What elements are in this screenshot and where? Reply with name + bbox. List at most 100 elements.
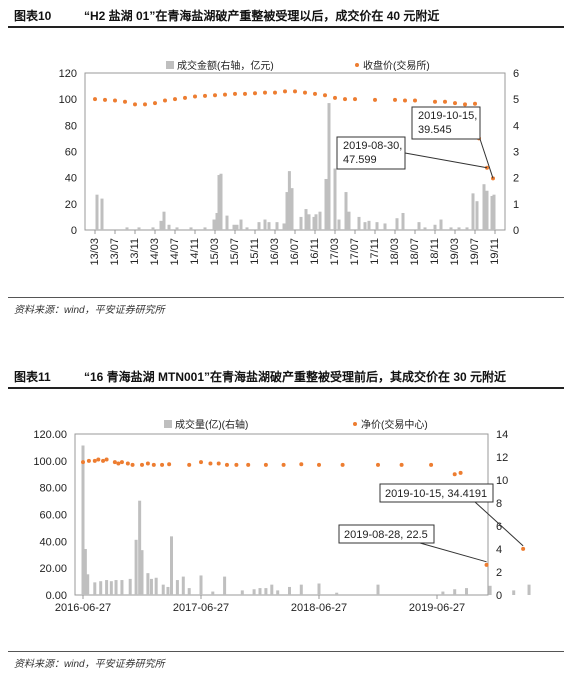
price-point [473,101,477,106]
volume-bar [166,586,170,595]
y-right-tick-label: 2 [496,567,502,579]
volume-bar [100,198,104,230]
price-point [96,457,101,462]
x-tick-label: 17/07 [349,238,361,266]
annotation-value: 39.545 [418,124,452,136]
volume-bar [449,227,453,230]
price-point [130,462,135,467]
price-point [101,458,106,463]
price-point [293,89,297,94]
volume-bar [475,201,479,230]
price-point [160,462,165,467]
figure-11-title: 图表11 “16 青海盐湖 MTN001”在青海盐湖破产重整被受理前后，其成交价在… [14,368,506,385]
y-right-tick-label: 8 [496,498,502,510]
price-point [281,462,286,467]
volume-bar [276,590,280,595]
chart-2: 0.00 20.00 40.00 60.00 80.00 100.00 120.00 0 2 4 6… [33,418,531,614]
price-point [183,95,187,100]
price-point [373,97,377,102]
chart-1: 0 20 40 60 80 100 120 0 1 2 3 4 5 6 13/03 13/07 13/11 14/… [59,59,519,266]
legend-dot-label: 净价(交易中心) [361,418,428,431]
volume-bar [527,584,531,595]
volume-bar [490,195,494,230]
figure-title-text: “H2 盐湖 01”在青海盐湖破产重整被受理以后，成交价在 40 元附近 [84,9,440,23]
annotation-box [379,483,494,503]
annotation-box [336,136,406,170]
legend-bar-label: 成交量(亿)(右轴) [175,418,248,431]
price-point [403,98,407,103]
volume-bar [307,214,311,230]
volume-bar [465,588,468,595]
volume-bar [219,173,223,230]
price-point [313,91,317,96]
price-point [283,89,287,94]
price-point [246,462,251,467]
volume-bar [128,578,132,595]
plot-area [84,72,506,231]
y-left-tick-label: 40.00 [39,536,67,548]
price-point [521,546,526,551]
volume-bar [245,227,249,230]
volume-bar [433,224,437,230]
x-tick-label: 19/07 [469,238,481,266]
price-point [299,462,304,467]
volume-bar [299,216,303,230]
volume-bar [304,209,308,230]
price-point [376,462,380,467]
annotation-label: 2019-10-15, [418,110,477,122]
volume-bar [344,192,348,230]
legend-dot-swatch [353,422,357,426]
volume-bar [492,194,496,230]
volume-bar [441,591,445,595]
volume-bar [324,178,328,230]
volume-bar [257,222,261,230]
volume-bar [318,211,322,230]
price-point [393,97,397,102]
price-point [413,98,417,103]
volume-bar [86,574,90,595]
annotation-leader [479,138,494,179]
volume-bar [383,223,387,230]
price-point [133,102,137,107]
price-point [92,458,97,463]
volume-bar [114,580,118,595]
volume-bar [395,218,399,230]
x-tick-label: 15/03 [209,238,221,266]
price-point [208,461,213,466]
price-point [103,97,107,102]
volume-bar [285,192,289,230]
volume-bar [189,227,193,230]
volume-bar [439,219,443,230]
y-left-tick-label: 0 [71,225,77,237]
volume-bar [512,590,516,595]
x-tick-label: 2019-06-27 [409,602,465,614]
price-point [193,94,197,99]
volume-bar [482,184,486,230]
volume-bar [125,227,129,230]
x-tick-label: 18/07 [409,238,421,266]
price-point [343,97,347,102]
price-point [203,93,207,98]
price-point [213,93,217,98]
price-point [143,102,147,107]
price-point [323,93,327,98]
volume-bar [161,584,165,595]
x-tick-label: 13/03 [89,238,101,266]
volume-bar [288,586,291,595]
price-point [453,101,457,106]
y-right-tick-label: 4 [496,544,502,556]
volume-bar [488,585,492,595]
volume-bar [457,227,461,230]
y-right-tick-label: 12 [496,452,508,464]
x-tick-label: 2018-06-27 [291,602,347,614]
volume-bar [423,227,427,230]
annotation-leader [404,152,488,169]
legend-bar-swatch [164,420,172,428]
price-point [243,91,247,96]
volume-bar [162,211,166,230]
price-point [317,462,321,467]
annotation-box [338,524,435,544]
price-point [93,97,97,102]
annotation-label: 2019-10-15, 34.4191 [385,488,487,500]
volume-bar [134,539,138,595]
